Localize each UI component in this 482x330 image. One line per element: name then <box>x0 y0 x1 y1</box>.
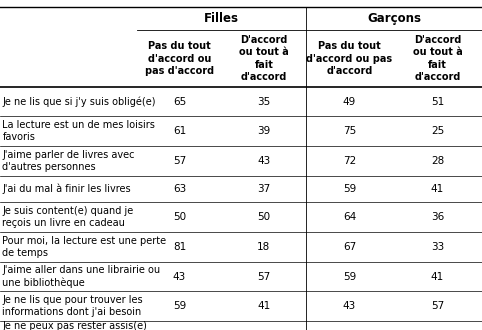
Text: 67: 67 <box>343 242 356 252</box>
Text: 59: 59 <box>343 272 356 281</box>
Text: 28: 28 <box>431 156 444 166</box>
Text: 39: 39 <box>257 126 270 136</box>
Text: 64: 64 <box>343 212 356 222</box>
Text: D'accord
ou tout à
fait
d'accord: D'accord ou tout à fait d'accord <box>239 35 289 82</box>
Text: 75: 75 <box>343 126 356 136</box>
Text: J'aime parler de livres avec
d'autres personnes: J'aime parler de livres avec d'autres pe… <box>2 150 135 172</box>
Text: Garçons: Garçons <box>367 12 421 25</box>
Text: 61: 61 <box>173 126 186 136</box>
Text: 33: 33 <box>431 242 444 252</box>
Text: Pour moi, la lecture est une perte
de temps: Pour moi, la lecture est une perte de te… <box>2 236 167 258</box>
Text: 36: 36 <box>431 212 444 222</box>
Text: 43: 43 <box>343 301 356 311</box>
Text: D'accord
ou tout à
fait
d'accord: D'accord ou tout à fait d'accord <box>413 35 462 82</box>
Text: 49: 49 <box>343 97 356 107</box>
Text: 51: 51 <box>431 97 444 107</box>
Text: Je ne peux pas rester assis(e)
tranquillement à lire plus de
quelques minutes: Je ne peux pas rester assis(e) tranquill… <box>2 321 147 330</box>
Text: Je ne lis que si j'y suis obligé(e): Je ne lis que si j'y suis obligé(e) <box>2 97 156 107</box>
Text: La lecture est un de mes loisirs
favoris: La lecture est un de mes loisirs favoris <box>2 120 155 142</box>
Text: J'aime aller dans une librairie ou
une bibliothèque: J'aime aller dans une librairie ou une b… <box>2 265 161 288</box>
Text: Pas du tout
d'accord ou
pas d'accord: Pas du tout d'accord ou pas d'accord <box>145 41 214 76</box>
Text: 41: 41 <box>431 272 444 281</box>
Text: 65: 65 <box>173 97 186 107</box>
Text: J'ai du mal à finir les livres: J'ai du mal à finir les livres <box>2 184 131 194</box>
Text: Filles: Filles <box>204 12 239 25</box>
Text: 81: 81 <box>173 242 186 252</box>
Text: Je suis content(e) quand je
reçois un livre en cadeau: Je suis content(e) quand je reçois un li… <box>2 206 134 228</box>
Text: 25: 25 <box>431 126 444 136</box>
Text: 50: 50 <box>173 212 186 222</box>
Text: Je ne lis que pour trouver les
informations dont j'ai besoin: Je ne lis que pour trouver les informati… <box>2 295 143 317</box>
Text: 59: 59 <box>173 301 186 311</box>
Text: 37: 37 <box>257 184 270 194</box>
Text: 57: 57 <box>431 301 444 311</box>
Text: 41: 41 <box>257 301 270 311</box>
Text: 50: 50 <box>257 212 270 222</box>
Text: 59: 59 <box>343 184 356 194</box>
Text: 72: 72 <box>343 156 356 166</box>
Text: 18: 18 <box>257 242 270 252</box>
Text: 43: 43 <box>257 156 270 166</box>
Text: 35: 35 <box>257 97 270 107</box>
Text: 43: 43 <box>173 272 186 281</box>
Text: 63: 63 <box>173 184 186 194</box>
Text: 41: 41 <box>431 184 444 194</box>
Text: Pas du tout
d'accord ou pas
d'accord: Pas du tout d'accord ou pas d'accord <box>307 41 392 76</box>
Text: 57: 57 <box>173 156 186 166</box>
Text: 57: 57 <box>257 272 270 281</box>
